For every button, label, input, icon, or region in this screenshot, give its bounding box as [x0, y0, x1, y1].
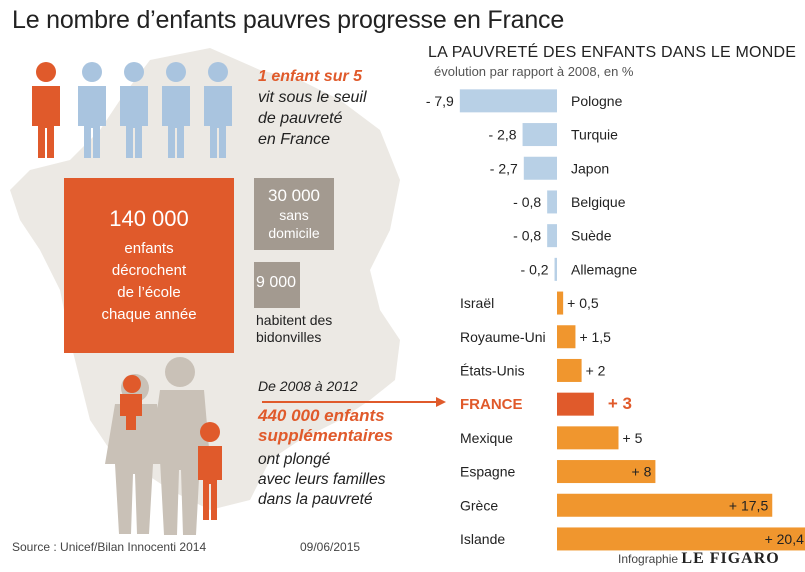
poverty-ratio-line: en France	[258, 131, 331, 148]
poverty-ratio-highlight: 1 enfant sur 5	[258, 68, 363, 85]
value-label: + 17,5	[729, 497, 769, 513]
poverty-ratio-line: vit sous le seuil	[258, 89, 367, 106]
value-label: + 5	[623, 430, 643, 446]
publication-date: 09/06/2015	[300, 540, 361, 554]
dropout-value: 140 000	[109, 205, 189, 231]
category-label: Royaume-Uni	[460, 329, 546, 345]
child-icon-blue	[204, 62, 232, 158]
bar	[547, 224, 557, 248]
category-label: Pologne	[571, 93, 623, 109]
family-silhouette	[105, 357, 210, 535]
bar	[523, 156, 557, 180]
category-label: Turquie	[571, 127, 618, 143]
value-label: - 0,8	[513, 194, 541, 210]
homeless-stat-box: 30 000 sans domicile	[254, 178, 334, 250]
homeless-line: domicile	[268, 225, 320, 241]
poverty-ratio-line: de pauvreté	[258, 110, 343, 127]
bar	[557, 325, 576, 349]
category-label: Japon	[571, 160, 609, 176]
category-label: États-Unis	[460, 362, 525, 378]
category-label: FRANCE	[460, 396, 523, 413]
bar	[557, 460, 656, 484]
increase-line: supplémentaires	[258, 426, 394, 445]
credit-prefix: Infographie	[618, 552, 679, 566]
dropout-line: chaque année	[101, 305, 197, 323]
increase-detail: ont plongé avec leurs familles dans la p…	[258, 450, 386, 510]
value-label: + 2	[586, 362, 606, 378]
category-label: Grèce	[460, 497, 498, 513]
poverty-ratio-block: 1 enfant sur 5 vit sous le seuil de pauv…	[258, 66, 367, 150]
increase-line: 440 000 enfants	[258, 406, 385, 425]
slums-line: bidonvilles	[256, 329, 322, 345]
value-label: + 8	[632, 464, 652, 480]
increase-line: ont plongé	[258, 451, 331, 468]
credit: Infographie LE FIGARO	[618, 550, 780, 568]
illustrations	[32, 62, 232, 535]
category-label: Mexique	[460, 430, 513, 446]
bar	[557, 392, 594, 416]
slums-value: 9 000	[256, 274, 297, 291]
source-note: Source : Unicef/Bilan Innocenti 2014	[12, 540, 207, 554]
chart-title: LA PAUVRETÉ DES ENFANTS DANS LE MONDE	[428, 44, 797, 61]
value-label: - 2,8	[489, 127, 517, 143]
slums-label: habitent des bidonvilles	[256, 312, 332, 346]
chart-subtitle: évolution par rapport à 2008, en %	[434, 64, 634, 79]
value-label: + 1,5	[579, 329, 611, 345]
value-label: - 2,7	[490, 160, 518, 176]
bar	[557, 291, 564, 315]
period-label: De 2008 à 2012	[258, 378, 358, 394]
category-label: Israël	[460, 295, 494, 311]
bar	[459, 89, 557, 113]
bar	[547, 190, 557, 214]
increase-line: dans la pauvreté	[258, 491, 373, 508]
dropout-line: de l’école	[117, 283, 181, 301]
value-label: + 3	[608, 394, 632, 413]
period-arrow-head	[436, 397, 446, 407]
category-label: Espagne	[460, 464, 515, 480]
increase-line: avec leurs familles	[258, 471, 386, 488]
value-label: + 20,4	[765, 531, 805, 547]
bar	[557, 493, 773, 517]
value-label: - 0,2	[521, 261, 549, 277]
child-icon-red	[32, 62, 60, 158]
brand-logo: LE FIGARO	[681, 550, 780, 567]
category-label: Belgique	[571, 194, 626, 210]
bar	[557, 527, 805, 551]
dropout-line: décrochent	[111, 261, 187, 279]
bar	[554, 257, 557, 281]
dropout-stat-box: 140 000 enfants décrochent de l’école ch…	[64, 178, 234, 353]
child-held-silhouette	[120, 375, 142, 430]
homeless-value: 30 000	[268, 186, 320, 205]
value-label: - 7,9	[426, 93, 454, 109]
category-label: Suède	[571, 228, 612, 244]
child-icon-blue	[120, 62, 148, 158]
dropout-line: enfants	[124, 239, 174, 257]
child-icon-blue	[78, 62, 106, 158]
homeless-line: sans	[279, 207, 309, 223]
page-title: Le nombre d’enfants pauvres progresse en…	[12, 6, 565, 34]
bar	[522, 123, 557, 147]
slums-stat-box: 9 000	[254, 262, 300, 308]
value-label: - 0,8	[513, 228, 541, 244]
value-label: + 0,5	[567, 295, 599, 311]
category-label: Allemagne	[571, 261, 637, 277]
category-label: Islande	[460, 531, 505, 547]
increase-highlight: 440 000 enfants supplémentaires	[258, 406, 393, 446]
child-icon-blue	[162, 62, 190, 158]
slums-line: habitent des	[256, 312, 333, 328]
child-walking-silhouette	[198, 422, 222, 520]
bar	[557, 358, 582, 382]
bar	[557, 426, 619, 450]
